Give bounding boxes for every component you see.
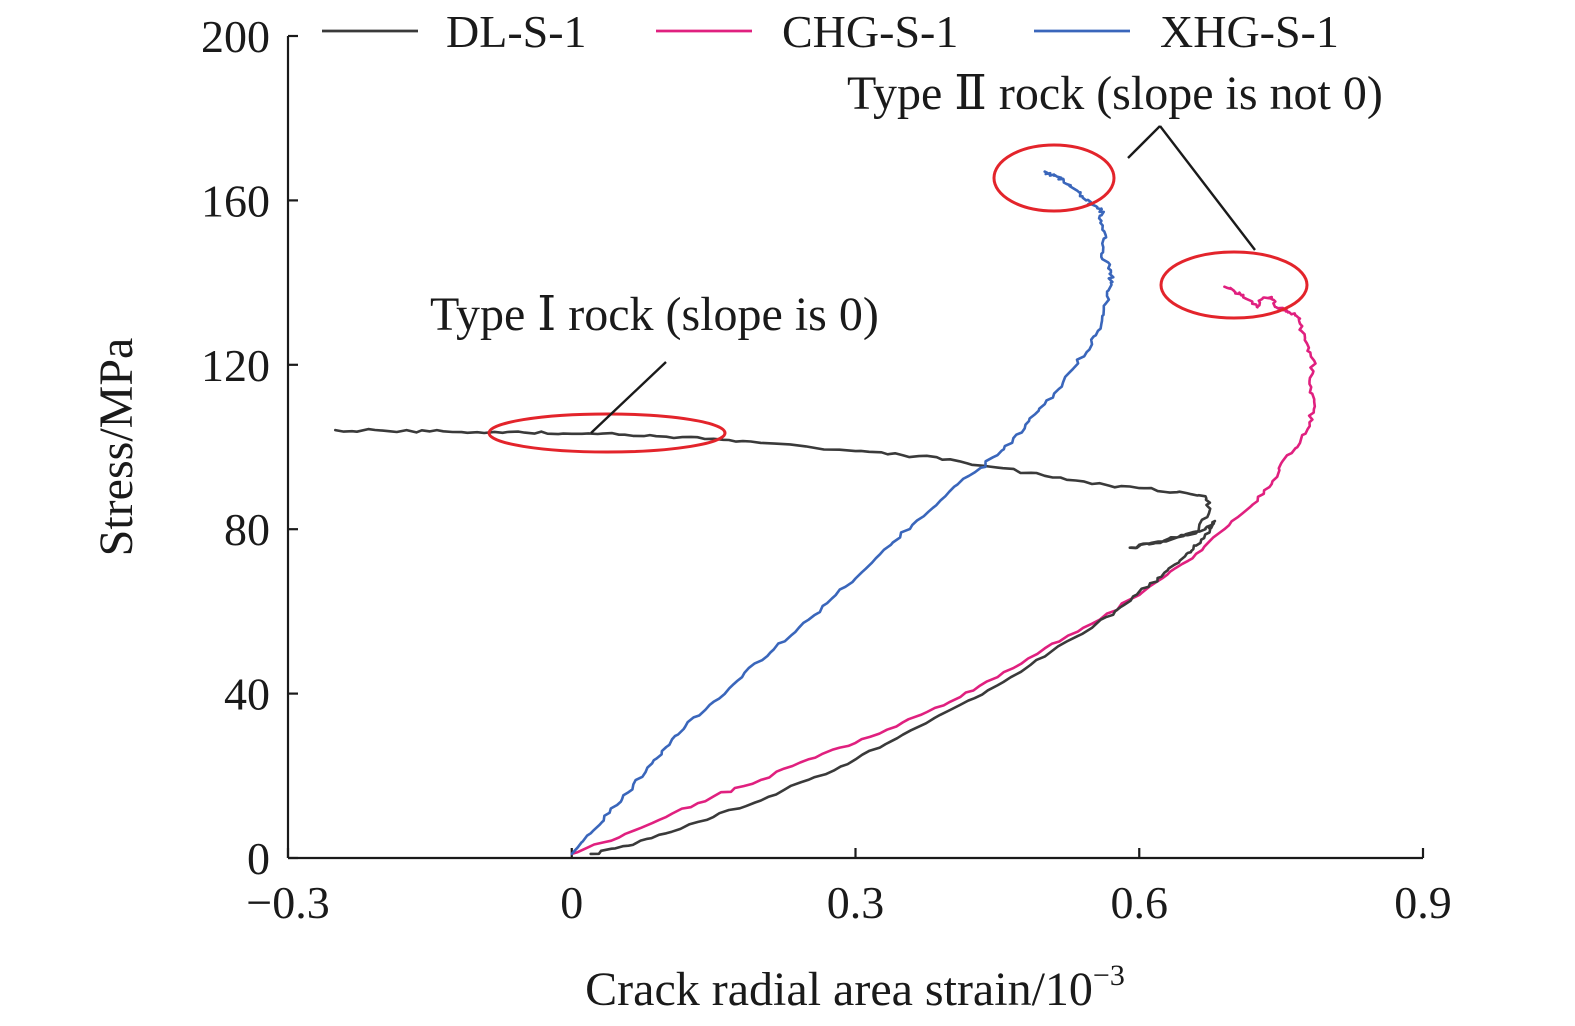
y-tick-label: 0 xyxy=(247,833,270,884)
legend-label-dl-s-1: DL-S-1 xyxy=(446,6,587,57)
x-tick-label: 0.3 xyxy=(827,877,885,928)
type-2-leader-line-xhg xyxy=(1127,125,1161,159)
type-1-annotation: Type Ⅰ rock (slope is 0) xyxy=(430,288,879,341)
y-tick-label: 40 xyxy=(224,669,270,720)
y-tick-label: 80 xyxy=(224,504,270,555)
x-tick-label: 0 xyxy=(560,877,583,928)
legend-label-chg-s-1: CHG-S-1 xyxy=(782,6,958,57)
series-line-xhg-s-1 xyxy=(570,170,1115,856)
x-tick-label: 0.9 xyxy=(1394,877,1452,928)
type-2-highlight-ellipse-chg xyxy=(1159,250,1309,320)
legend-label-xhg-s-1: XHG-S-1 xyxy=(1160,6,1339,57)
series-line-dl-s-1 xyxy=(334,427,1217,856)
x-tick-label: 0.6 xyxy=(1111,877,1169,928)
x-axis-label: Crack radial area strain/10−3 xyxy=(585,959,1125,1016)
type-2-annotation: Type Ⅱ rock (slope is not 0) xyxy=(847,67,1383,120)
series-line-chg-s-1 xyxy=(570,285,1317,856)
legend: DL-S-1 CHG-S-1 XHG-S-1 xyxy=(322,6,1339,57)
x-axis-label-exponent: −3 xyxy=(1093,959,1125,992)
series-layer xyxy=(334,170,1317,856)
type-1-leader-line xyxy=(590,361,667,434)
y-tick-label: 160 xyxy=(201,175,270,226)
type-2-leader-line-chg xyxy=(1159,125,1256,251)
x-tick-label: −0.3 xyxy=(246,877,329,928)
y-axis-label: Stress/MPa xyxy=(90,338,143,557)
x-axis-label-main: Crack radial area strain/10 xyxy=(585,963,1093,1016)
annotation-layer: Type Ⅰ rock (slope is 0) Type Ⅱ rock (slo… xyxy=(430,67,1383,454)
y-tick-label: 200 xyxy=(201,11,270,62)
type-2-highlight-ellipse-xhg xyxy=(992,143,1116,213)
type-1-highlight-ellipse xyxy=(487,412,727,454)
y-tick-label: 120 xyxy=(201,340,270,391)
